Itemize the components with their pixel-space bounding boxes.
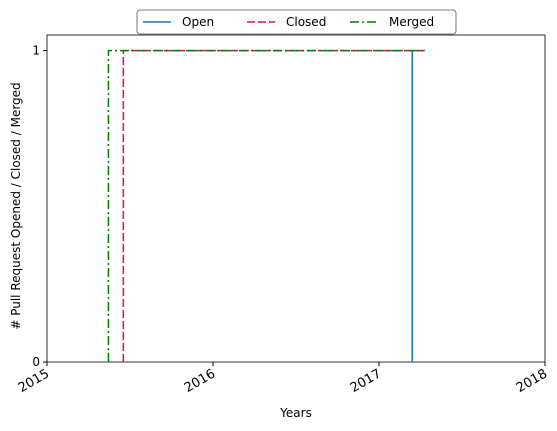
legend: Open Closed Merged [136,9,457,35]
legend-label: Closed [286,15,326,29]
y-axis-label: # Pull Request Opened / Closed / Merged [9,82,23,329]
y-tick-label: 0 [32,355,40,369]
line-series [107,49,426,362]
y-tick-label: 1 [32,44,40,58]
legend-box [136,9,457,35]
x-axis-label: Years [279,406,312,420]
legend-label: Merged [389,15,434,29]
x-tick-label: 2016 [182,366,218,396]
line-series [122,49,426,362]
legend-label: Open [182,15,214,29]
x-tick-label: 2018 [514,366,550,396]
x-tick-label: 2015 [16,366,52,396]
plot-frame [46,34,546,363]
x-tick-label: 2017 [348,366,384,396]
